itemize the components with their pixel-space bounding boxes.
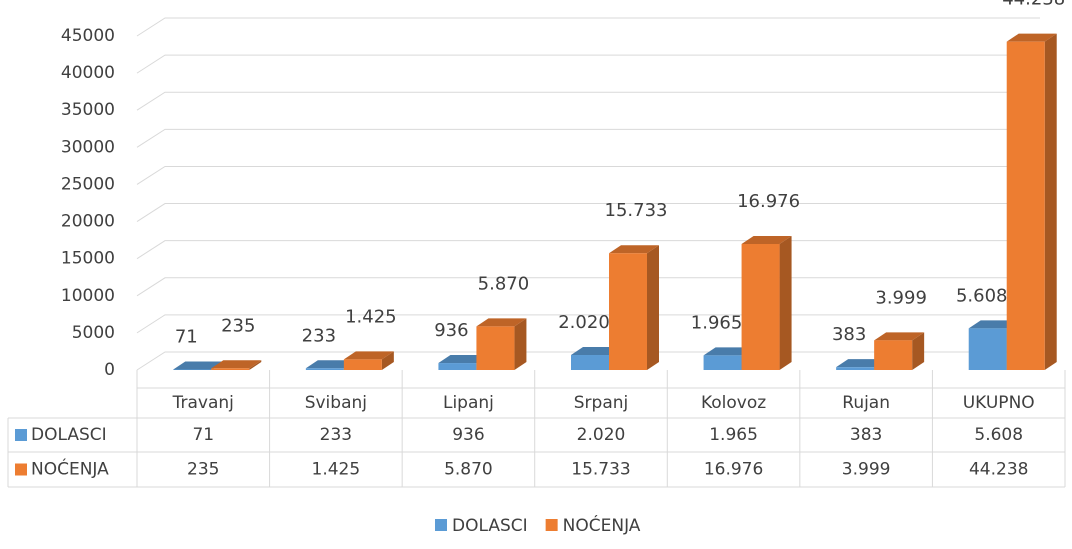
x-tick-label: Rujan (842, 393, 890, 413)
data-label: 233 (302, 325, 336, 346)
data-label: 383 (832, 324, 866, 345)
bar-top (703, 347, 754, 356)
data-label: 15.733 (605, 200, 668, 221)
data-label: 16.976 (737, 191, 800, 212)
y-tick-label: 45000 (61, 26, 115, 46)
y-tick-label: 30000 (61, 137, 115, 157)
data-label: 5.608 (956, 285, 1008, 306)
x-tick-label: Travanj (172, 393, 234, 413)
bar-side (381, 351, 394, 370)
data-label: 71 (175, 326, 198, 347)
table-legend-key (15, 463, 27, 476)
table-cell: 1.425 (312, 460, 361, 480)
y-tick-label: 25000 (61, 174, 115, 194)
bar-top (343, 351, 394, 360)
y-tick-label: 40000 (61, 63, 115, 83)
legend-label: NOĆENJA (563, 514, 641, 536)
bar-top (874, 332, 925, 341)
bar-top (571, 347, 621, 356)
bar (438, 363, 477, 370)
data-label: 1.965 (691, 312, 743, 333)
y-tick-label: 35000 (61, 100, 115, 120)
table-cell: 936 (452, 425, 484, 445)
table-cell: 5.870 (444, 460, 493, 480)
bar (741, 244, 780, 370)
bar (571, 355, 609, 370)
bar-side (779, 236, 792, 370)
grid-line (136, 17, 1040, 37)
x-tick-label: Kolovoz (701, 393, 766, 413)
legend-key (545, 519, 558, 531)
bar (305, 368, 344, 370)
y-tick-label: 10000 (61, 286, 115, 306)
bar-top (173, 361, 224, 370)
bar-top (211, 360, 262, 369)
grid-line (136, 203, 1040, 222)
bar (836, 367, 875, 370)
bar (211, 368, 250, 370)
table-cell: 44.238 (969, 460, 1028, 480)
table-row-label: DOLASCI (31, 425, 107, 445)
bar-side (647, 245, 659, 370)
y-tick-label: 5000 (72, 323, 115, 343)
bar-side (514, 318, 527, 370)
bar-top (741, 236, 792, 245)
bar-top (968, 320, 1019, 329)
bar (968, 328, 1007, 370)
bar-side (1044, 33, 1057, 371)
table-cell: 1.965 (709, 425, 758, 445)
bar (1006, 41, 1045, 371)
legend-label: DOLASCI (452, 516, 528, 536)
data-label: 235 (221, 315, 255, 336)
bar-top (609, 245, 659, 254)
table-cell: 3.999 (842, 460, 891, 480)
table-cell: 235 (187, 460, 219, 480)
table-cell: 233 (320, 425, 352, 445)
bar-side (249, 360, 262, 370)
data-label: 936 (434, 320, 468, 341)
table-cell: 16.976 (704, 460, 763, 480)
bar (703, 355, 742, 370)
grid-line (136, 128, 1040, 148)
table-legend-key (15, 429, 27, 441)
bar (173, 369, 212, 370)
bar (609, 253, 647, 370)
bar-top (305, 360, 356, 369)
bar-side (912, 332, 925, 370)
table-cell: 383 (850, 425, 882, 445)
bar-top (476, 318, 527, 327)
data-label: 3.999 (875, 287, 927, 308)
bar (874, 340, 913, 370)
x-tick-label: UKUPNO (963, 393, 1035, 413)
table-cell: 5.608 (974, 425, 1023, 445)
table-cell: 15.733 (571, 460, 630, 480)
data-label: 44.238 (1002, 0, 1065, 10)
grid-line (136, 91, 1040, 111)
data-label: 2.020 (558, 312, 610, 333)
bar (343, 359, 382, 370)
data-label: 1.425 (345, 306, 397, 327)
table-row-label: NOĆENJA (31, 458, 109, 480)
data-label: 5.870 (478, 273, 530, 294)
bar (476, 326, 515, 370)
bar-top (1006, 33, 1057, 42)
grid-line (136, 240, 1040, 260)
table-cell: 71 (192, 425, 214, 445)
y-tick-label: 20000 (61, 212, 115, 232)
y-tick-label: 15000 (61, 249, 115, 269)
x-tick-label: Lipanj (443, 393, 494, 413)
legend-key (435, 519, 447, 531)
y-tick-label: 0 (104, 360, 115, 380)
x-tick-label: Svibanj (305, 393, 367, 413)
bar-top (438, 355, 489, 364)
bar-top (836, 359, 887, 368)
table-cell: 2.020 (577, 425, 626, 445)
grid-line (136, 165, 1040, 185)
x-tick-label: Srpanj (574, 393, 629, 413)
grid-line (136, 54, 1040, 74)
